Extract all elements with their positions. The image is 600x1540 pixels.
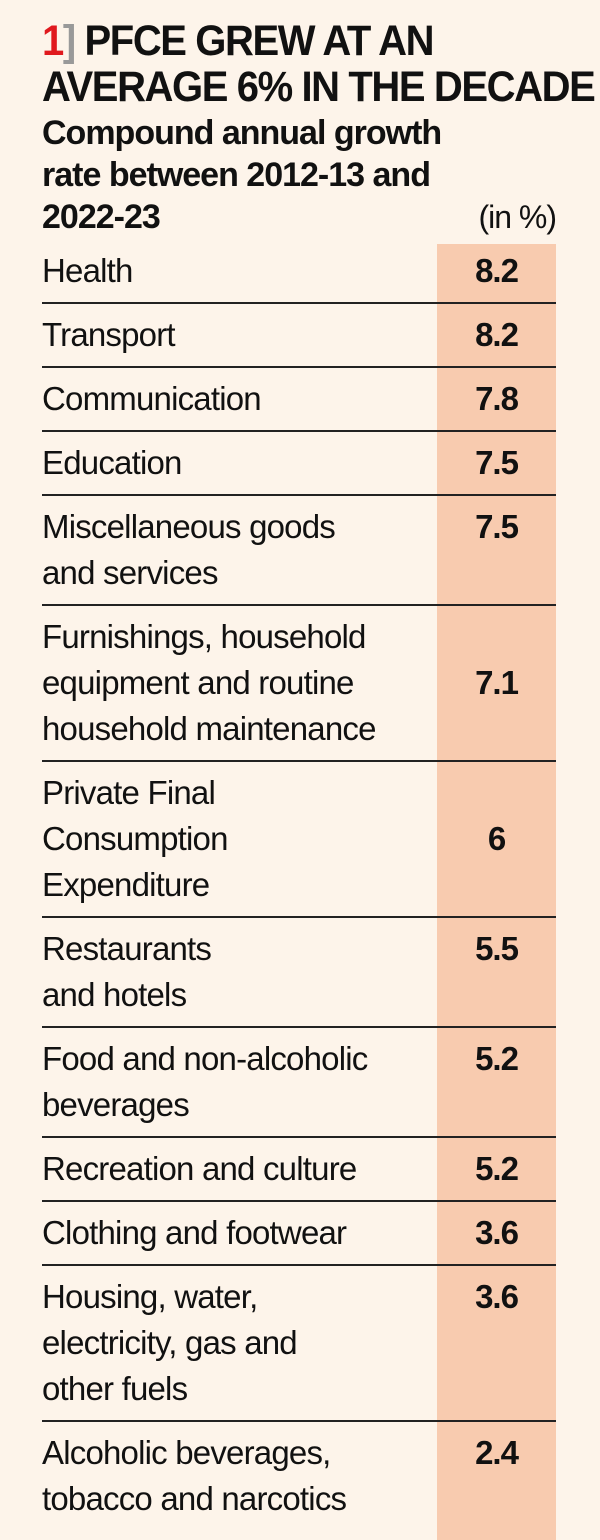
table-row: Alcoholic beverages, tobacco and narcotic… (42, 1421, 556, 1540)
row-value: 3.6 (437, 1265, 556, 1422)
table-row: Health 8.2 (42, 244, 556, 304)
row-value: 3.6 (437, 1201, 556, 1266)
table-row: Private Final Consumption Expenditure 6 (42, 761, 556, 918)
row-label: Education (42, 431, 437, 496)
row-value: 7.5 (437, 495, 556, 606)
row-label: Housing, water, electricity, gas and other… (42, 1265, 437, 1422)
row-value: 8.2 (437, 244, 556, 304)
table-row: Education 7.5 (42, 431, 556, 496)
subtitle-text: Compound annual growth rate between 2012… (42, 114, 442, 236)
table-row: Miscellaneous goods and services 7.5 (42, 495, 556, 606)
table-row: Housing, water, electricity, gas and other… (42, 1265, 556, 1422)
row-value: 5.2 (437, 1027, 556, 1138)
table-row: Recreation and culture 5.2 (42, 1137, 556, 1202)
table-row: Food and non-alcoholic beverages 5.2 (42, 1027, 556, 1138)
table-row: Communication 7.8 (42, 367, 556, 432)
infographic: 1] PFCE GREW AT AN AVERAGE 6% IN THE DEC… (42, 17, 596, 1540)
table-row: Transport 8.2 (42, 303, 556, 368)
title-line-2: AVERAGE 6% IN THE DECADE (42, 63, 596, 111)
unit-label: (in %) (478, 199, 557, 235)
row-label: Clothing and footwear (42, 1201, 437, 1266)
row-value: 7.1 (437, 605, 556, 762)
chart-title: 1] PFCE GREW AT AN AVERAGE 6% IN THE DEC… (42, 17, 596, 110)
row-label: Recreation and culture (42, 1137, 437, 1202)
chart-number-bracket: ] (62, 17, 76, 65)
row-value: 7.5 (437, 431, 556, 496)
chart-subtitle: Compound annual growth rate between 2012… (42, 112, 482, 238)
title-line-1: PFCE GREW AT AN (84, 17, 435, 65)
row-value: 7.8 (437, 367, 556, 432)
row-label: Communication (42, 367, 437, 432)
row-value: 6 (437, 761, 556, 918)
data-table: Health 8.2 Transport 8.2 Communication 7.8 Edu… (42, 244, 556, 1540)
row-label: Health (42, 244, 437, 304)
row-label: Food and non-alcoholic beverages (42, 1027, 437, 1138)
table-row: Restaurants and hotels 5.5 (42, 917, 556, 1028)
row-label: Miscellaneous goods and services (42, 495, 437, 606)
table-row: Clothing and footwear 3.6 (42, 1201, 556, 1266)
row-value: 2.4 (437, 1421, 556, 1540)
table-row: Furnishings, household equipment and rout… (42, 605, 556, 762)
chart-number: 1 (42, 17, 64, 65)
row-value: 5.2 (437, 1137, 556, 1202)
row-value: 5.5 (437, 917, 556, 1028)
row-label: Restaurants and hotels (42, 917, 437, 1028)
row-label: Alcoholic beverages, tobacco and narcotic… (42, 1434, 347, 1517)
row-label: Private Final Consumption Expenditure (42, 761, 437, 918)
row-label: Furnishings, household equipment and rout… (42, 605, 437, 762)
row-value: 8.2 (437, 303, 556, 368)
row-label: Transport (42, 303, 437, 368)
chart-subtitle-block: Compound annual growth rate between 2012… (42, 112, 557, 238)
